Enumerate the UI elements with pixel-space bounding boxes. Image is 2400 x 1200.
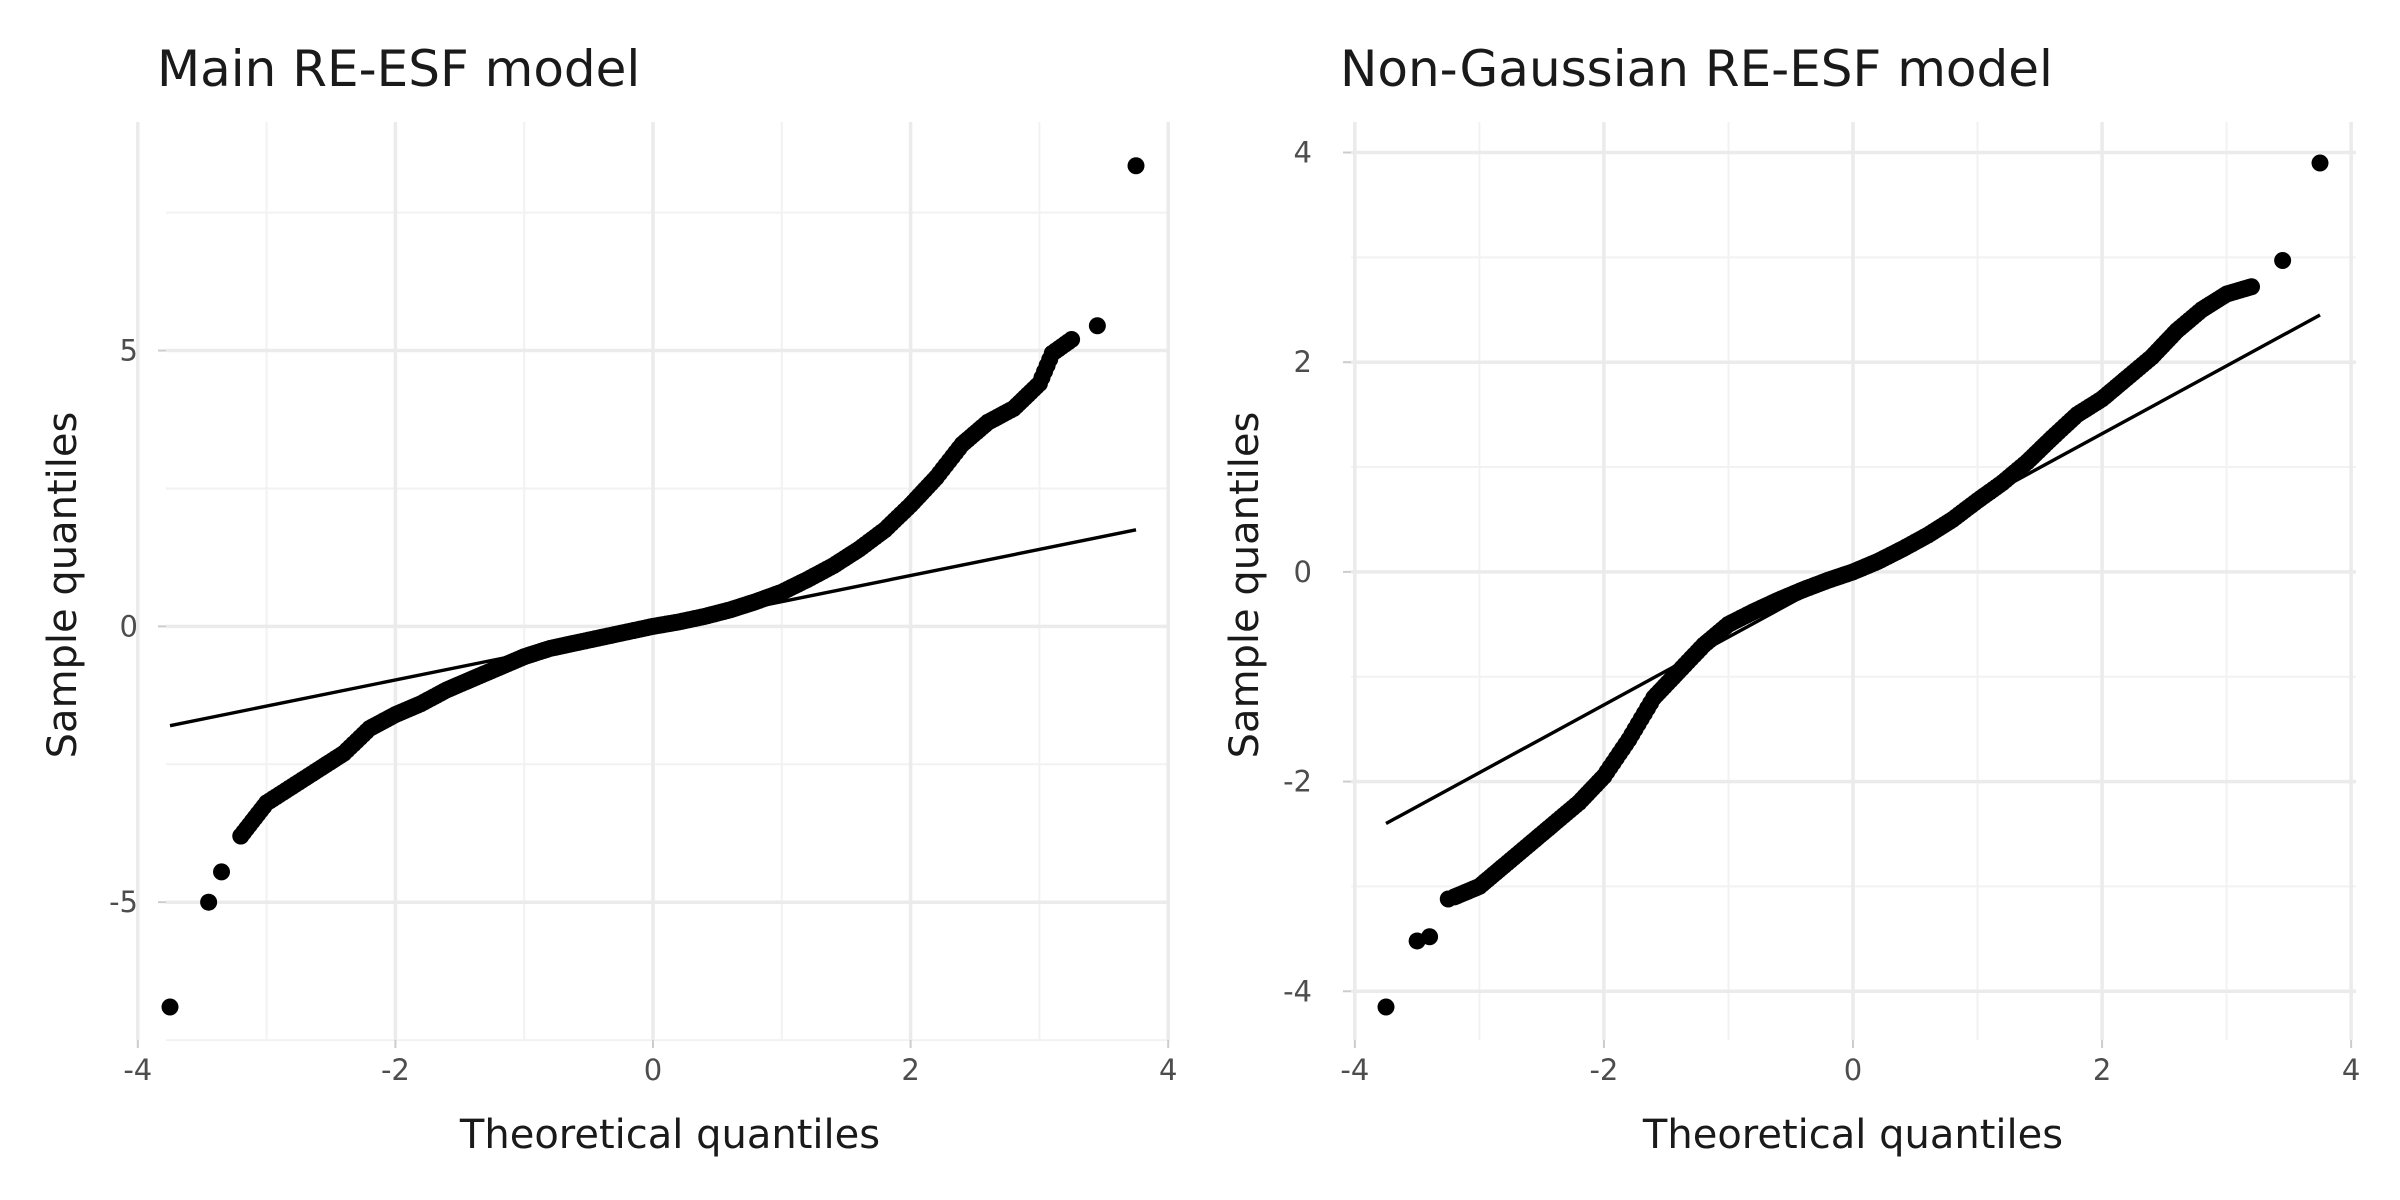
y-tick-label: 5 (120, 334, 138, 368)
y-tick-label: 0 (1294, 555, 1312, 589)
y-tick-label: 2 (1294, 345, 1312, 379)
qq-point (1439, 890, 1457, 908)
y-axis-label: Sample quantiles (40, 412, 86, 759)
x-axis-label: Theoretical quantiles (459, 1112, 880, 1158)
qq-reference-line (169, 528, 1137, 728)
panel-title: Non-Gaussian RE-ESF model (1340, 40, 2053, 98)
qq-point (232, 827, 250, 845)
qq-point (2243, 278, 2261, 296)
x-tick-label: -4 (1340, 1053, 1369, 1087)
y-tick-label: -4 (1283, 974, 1312, 1008)
x-tick-label: 0 (1844, 1053, 1862, 1087)
y-tick-label: -2 (1283, 765, 1312, 799)
x-tick-label: -4 (123, 1053, 152, 1087)
x-tick-label: 2 (2093, 1053, 2111, 1087)
qq-point (1063, 331, 1081, 349)
y-tick-label: 0 (120, 609, 138, 643)
y-axis-label: Sample quantiles (1222, 412, 1268, 759)
qq-point (1127, 157, 1145, 175)
x-tick-label: 4 (2342, 1053, 2360, 1087)
x-tick-label: 2 (901, 1053, 919, 1087)
qq-point (213, 863, 231, 881)
qq-point (161, 998, 179, 1016)
grid (1351, 122, 2356, 1040)
panel-main-model: Main RE-ESF model Theoretical quantiles … (40, 40, 1177, 1158)
x-tick-label: 0 (644, 1053, 662, 1087)
qq-reference-line (1385, 313, 2321, 826)
x-axis-label: Theoretical quantiles (1642, 1112, 2063, 1158)
qq-points (161, 157, 1145, 1016)
x-tick-label: 4 (1159, 1053, 1177, 1087)
qq-point (1377, 998, 1395, 1016)
qq-point (2274, 252, 2292, 270)
x-tick-label: -2 (1589, 1053, 1618, 1087)
qq-points (1377, 154, 2329, 1016)
qq-point (2311, 154, 2329, 172)
panel-title: Main RE-ESF model (157, 40, 640, 98)
x-tick-label: -2 (381, 1053, 410, 1087)
qq-point (1088, 317, 1106, 335)
qq-point (1421, 928, 1439, 946)
y-tick-label: -5 (109, 885, 138, 919)
panel-non-gaussian-model: Non-Gaussian RE-ESF model Theoretical qu… (1222, 40, 2360, 1158)
qq-point (200, 893, 218, 911)
y-tick-label: 4 (1294, 136, 1312, 170)
grid (136, 122, 1170, 1042)
